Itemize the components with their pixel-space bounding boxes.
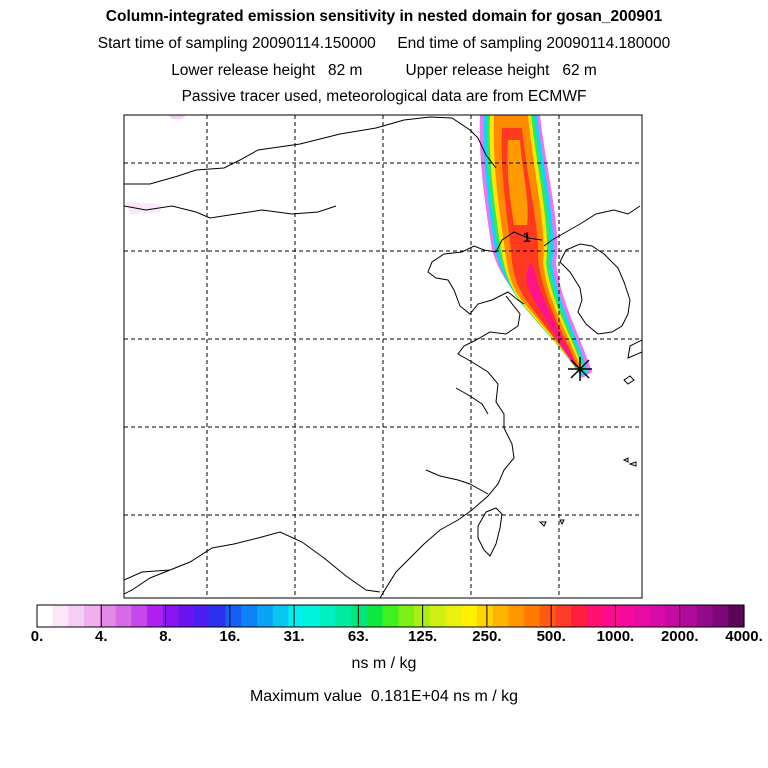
coastline-china-east bbox=[379, 295, 521, 598]
colorbar-swatch bbox=[319, 605, 337, 627]
colorbar-tick-label: 0. bbox=[30, 628, 44, 645]
colorbar-swatch bbox=[335, 605, 352, 627]
sampling-time-line: Start time of sampling 20090114.150000 E… bbox=[97, 35, 671, 52]
plume-layer-upper-orange bbox=[507, 140, 528, 225]
colorbar-swatch bbox=[209, 605, 227, 627]
colorbar-swatch bbox=[194, 605, 211, 627]
colorbar-swatch bbox=[681, 605, 698, 627]
colorbar-swatch bbox=[382, 605, 399, 627]
colorbar-swatch bbox=[429, 605, 447, 627]
receptor-star-icon bbox=[568, 357, 592, 381]
map-frame bbox=[123, 114, 643, 599]
colorbar-swatch bbox=[366, 605, 384, 627]
taiwan-coastline bbox=[477, 507, 503, 557]
plume-field bbox=[126, 115, 592, 378]
colorbar-swatch bbox=[492, 605, 509, 627]
colorbar-swatch bbox=[665, 605, 682, 627]
colorbar-swatch bbox=[602, 605, 619, 627]
colorbar-swatch bbox=[539, 605, 557, 627]
coastlines bbox=[124, 116, 642, 598]
colorbar-swatch bbox=[728, 605, 745, 627]
colorbar-swatch bbox=[712, 605, 729, 627]
colorbar-swatch bbox=[524, 605, 541, 627]
colorbar-swatch bbox=[115, 605, 132, 627]
colorbar-swatch bbox=[351, 605, 368, 627]
island-small bbox=[628, 461, 637, 467]
river bbox=[455, 387, 489, 415]
colorbar-swatch bbox=[52, 605, 70, 627]
colorbar-swatch bbox=[586, 605, 604, 627]
river bbox=[425, 469, 489, 495]
lat-lon-grid bbox=[124, 115, 642, 598]
tracer-info-line: Passive tracer used, meteorological data… bbox=[181, 88, 587, 105]
colorbar-swatch bbox=[99, 605, 117, 627]
colorbar-swatch bbox=[225, 605, 242, 627]
colorbar-swatch bbox=[304, 605, 321, 627]
colorbar-tick-label: 16. bbox=[219, 628, 241, 645]
colorbar-tick-label: 63. bbox=[347, 628, 369, 645]
border-line bbox=[124, 205, 337, 219]
coastline-korea bbox=[543, 205, 641, 247]
colorbar-swatch bbox=[178, 605, 195, 627]
colorbar-tick-label: 250. bbox=[472, 628, 502, 645]
border-line bbox=[124, 531, 381, 595]
island-small bbox=[538, 521, 547, 527]
colorbar-swatch bbox=[256, 605, 274, 627]
coastline-japan-west bbox=[627, 339, 642, 359]
plume-label: 1 bbox=[523, 229, 531, 245]
colorbar-swatch bbox=[146, 605, 164, 627]
colorbar-swatch bbox=[508, 605, 525, 627]
colorbar-tick-label: 125. bbox=[408, 628, 438, 645]
colorbar-swatch bbox=[272, 605, 289, 627]
colorbar-swatch bbox=[131, 605, 148, 627]
colorbar-units: ns m / kg bbox=[351, 655, 417, 672]
colorbar-tick-label: 31. bbox=[283, 628, 305, 645]
plume-layer-magenta bbox=[526, 262, 575, 364]
border-line bbox=[469, 129, 497, 169]
colorbar-swatch bbox=[288, 605, 305, 627]
coastline-bohai bbox=[427, 231, 543, 315]
colorbar-tick-label: 8. bbox=[159, 628, 172, 645]
coastline-korea-south bbox=[559, 243, 631, 335]
maximum-value-text: Maximum value 0.181E+04 ns m / kg bbox=[249, 688, 519, 705]
colorbar-tick-label: 4. bbox=[95, 628, 108, 645]
colorbar-swatch bbox=[84, 605, 101, 627]
colorbar-tick-label: 4000. bbox=[725, 628, 763, 645]
colorbar-swatch bbox=[696, 605, 714, 627]
island-small bbox=[559, 519, 565, 526]
border-line bbox=[124, 569, 171, 581]
island-small bbox=[622, 457, 629, 463]
border-line bbox=[124, 116, 471, 185]
colorbar-swatch bbox=[68, 605, 85, 627]
colorbar-swatch bbox=[476, 605, 494, 627]
colorbar-swatch bbox=[634, 605, 651, 627]
colorbar-swatch bbox=[162, 605, 179, 627]
colorbar-tick-label: 500. bbox=[536, 628, 566, 645]
faint-patch bbox=[168, 115, 186, 119]
colorbar-tick-label: 1000. bbox=[596, 628, 635, 645]
colorbar-swatch bbox=[461, 605, 478, 627]
plot-title: Column-integrated emission sensitivity i… bbox=[105, 8, 663, 25]
colorbar-swatch bbox=[618, 605, 635, 627]
island-small bbox=[623, 375, 635, 385]
colorbar-swatch bbox=[241, 605, 258, 627]
colorbar-swatch bbox=[571, 605, 588, 627]
colorbar-swatch bbox=[398, 605, 415, 627]
colorbar-frame bbox=[36, 604, 745, 628]
colorbar-swatch bbox=[555, 605, 572, 627]
colorbar-swatch bbox=[649, 605, 667, 627]
faint-patch bbox=[126, 202, 160, 214]
colorbar-swatch bbox=[37, 605, 54, 627]
colorbar-tick-label: 2000. bbox=[660, 628, 699, 645]
release-height-line: Lower release height 82 m Upper release … bbox=[171, 62, 597, 79]
colorbar-swatch bbox=[445, 605, 462, 627]
